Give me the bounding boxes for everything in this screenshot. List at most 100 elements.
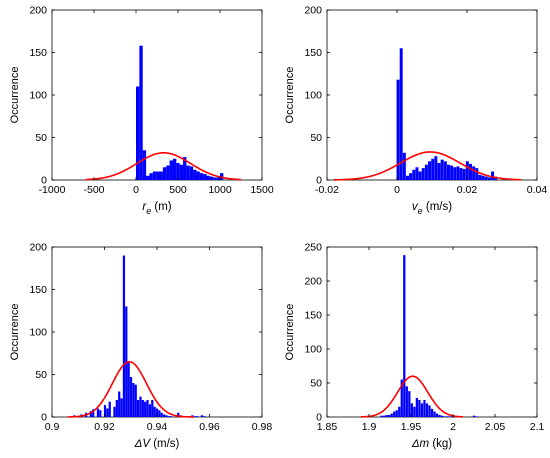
histogram-bar	[155, 408, 159, 417]
histogram-bar	[113, 406, 116, 417]
histogram-bar	[440, 159, 444, 180]
x-tick-label: -500	[83, 184, 104, 196]
histogram-bar	[440, 415, 444, 417]
y-tick-label: 0	[316, 175, 322, 187]
histogram-bar	[129, 377, 133, 417]
histogram-bar	[481, 175, 485, 180]
y-tick-label: 50	[35, 132, 47, 144]
x-axis-label: re (m)	[142, 201, 171, 216]
histogram-bar	[152, 171, 157, 180]
x-tick-label: 1.9	[362, 421, 377, 433]
histogram-bar	[170, 416, 173, 417]
y-tick-label: 200	[304, 5, 322, 17]
histogram-bar	[196, 416, 199, 417]
y-tick-label: 150	[304, 310, 322, 322]
x-tick-label: 1500	[250, 184, 274, 196]
histogram-bar	[435, 413, 439, 417]
histogram-bar	[382, 415, 386, 417]
histogram-bar	[415, 397, 419, 417]
histogram-bar	[193, 416, 196, 417]
y-tick-label: 100	[29, 90, 47, 102]
x-tick-label: 0	[133, 184, 139, 196]
histogram-bar	[446, 164, 450, 180]
x-tick-label: 500	[169, 184, 187, 196]
histogram-bar	[141, 400, 144, 417]
histogram-bar	[186, 165, 190, 180]
histogram-bar	[408, 391, 411, 417]
histogram-bar	[132, 383, 135, 417]
histogram-bar	[146, 400, 149, 417]
y-tick-label: 50	[310, 378, 322, 390]
histogram-bar	[395, 410, 398, 417]
histogram-bar	[144, 401, 147, 417]
y-tick-label: 150	[29, 284, 47, 296]
x-tick-label: 1000	[208, 184, 232, 196]
histogram-bar	[158, 410, 161, 417]
x-axis-subscript: e	[146, 206, 151, 216]
histogram-bar	[423, 400, 426, 417]
x-tick-label: 2.1	[530, 421, 545, 433]
histogram-bar	[177, 412, 180, 417]
x-tick-label: 2	[450, 421, 456, 433]
histogram-bar	[450, 165, 454, 180]
x-tick-label: 0.02	[457, 184, 478, 196]
histogram-bar	[400, 379, 403, 417]
histogram-bar	[465, 161, 469, 180]
histogram-bar	[189, 166, 194, 180]
histogram-bar	[136, 86, 140, 180]
histogram-bar	[216, 177, 220, 180]
histogram-bar	[380, 415, 383, 417]
histogram-bar	[434, 156, 438, 180]
y-tick-label: 100	[29, 327, 47, 339]
histogram-bar	[209, 176, 214, 180]
histogram-bar	[169, 160, 173, 180]
histogram-bar	[120, 398, 123, 417]
histogram-bar	[165, 415, 168, 417]
histogram-bar	[459, 168, 463, 180]
histogram-bar	[172, 158, 177, 180]
histogram-bar	[149, 173, 153, 180]
y-axis-label: Occurrence	[284, 304, 296, 361]
histogram-bar	[199, 173, 204, 180]
histogram-bar	[122, 255, 126, 417]
x-tick-label: -0.02	[315, 184, 339, 196]
histogram-bar	[179, 164, 184, 180]
y-axis-label: Occurrence	[284, 67, 296, 124]
histogram-bar	[106, 408, 109, 417]
y-tick-label: 100	[304, 344, 322, 356]
axes-box	[326, 9, 538, 181]
x-tick-label: 0.96	[199, 421, 220, 433]
histogram-bar	[213, 177, 217, 180]
histogram-bar	[115, 400, 118, 417]
histogram-bar	[206, 175, 210, 180]
histogram-panel-3: 0.9 0.92 0.94 0.96 0.98 0 50 100 150 200 ΔV (m/s) O…	[9, 242, 272, 451]
histogram-bar	[478, 174, 482, 180]
histogram-bar	[412, 169, 416, 180]
histogram-bar	[125, 306, 128, 417]
histogram-bar	[443, 416, 446, 417]
y-tick-label: 0	[41, 412, 47, 424]
histogram-bar	[487, 177, 491, 180]
histogram-bar	[451, 416, 454, 417]
histogram-bar	[420, 403, 424, 417]
x-tick-label: 2.05	[485, 421, 506, 433]
histogram-bar	[162, 414, 166, 417]
histogram-bar	[103, 405, 107, 417]
x-tick-label: 0.92	[94, 421, 115, 433]
histogram-bar	[92, 409, 95, 417]
y-tick-label: 150	[304, 47, 322, 59]
histogram-bar	[156, 171, 160, 180]
histogram-bar	[183, 157, 187, 180]
histogram-bar	[160, 412, 163, 417]
x-axis-label: Δm (kg)	[411, 438, 452, 450]
x-tick-label: 1.95	[401, 421, 422, 433]
histogram-bar	[148, 404, 152, 417]
x-axis-label: ΔV (m/s)	[134, 438, 180, 450]
y-tick-label: 250	[304, 242, 322, 254]
histogram-bar	[118, 391, 121, 417]
histogram-bar	[433, 411, 436, 417]
y-tick-label: 200	[29, 5, 47, 17]
x-axis-unit: (m/s)	[423, 201, 453, 213]
histogram-bar	[410, 403, 413, 417]
